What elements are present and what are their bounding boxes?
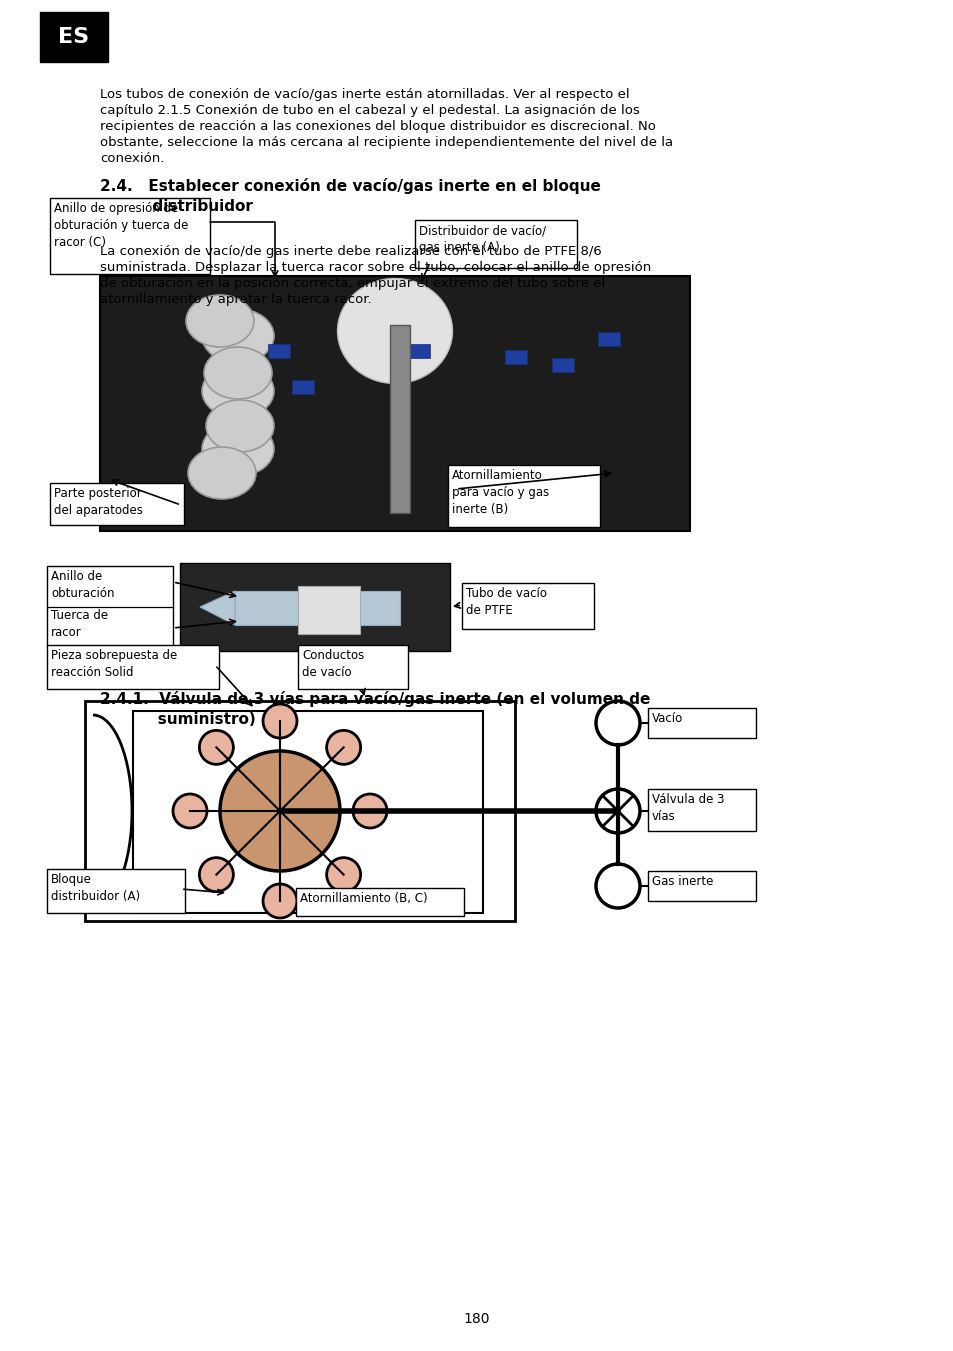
Bar — [295, 888, 463, 916]
Circle shape — [199, 858, 233, 892]
Text: Los tubos de conexión de vacío/gas inerte están atornilladas. Ver al respecto el: Los tubos de conexión de vacío/gas inert… — [100, 88, 629, 101]
Text: Tuerca de
racor: Tuerca de racor — [51, 609, 108, 639]
Circle shape — [596, 865, 639, 908]
Bar — [415, 220, 577, 267]
Text: Parte posterior
del aparatodes: Parte posterior del aparatodes — [54, 486, 143, 517]
Bar — [390, 326, 410, 513]
Bar — [234, 590, 399, 626]
Bar — [598, 332, 619, 346]
Text: obstante, seleccione la más cercana al recipiente independientemente del nivel d: obstante, seleccione la más cercana al r… — [100, 136, 673, 149]
Text: de obturación en la posición correcta, empujar el extremo del tubo sobre el: de obturación en la posición correcta, e… — [100, 277, 604, 290]
Ellipse shape — [337, 278, 452, 384]
Ellipse shape — [202, 422, 274, 476]
Bar — [647, 871, 755, 901]
Ellipse shape — [188, 447, 255, 499]
Text: Válvula de 3
vías: Válvula de 3 vías — [651, 793, 723, 823]
Bar — [50, 199, 210, 274]
Text: Atornillamiento
para vacío y gas
inerte (B): Atornillamiento para vacío y gas inerte … — [452, 469, 549, 516]
Text: Pieza sobrepuesta de
reacción Solid: Pieza sobrepuesta de reacción Solid — [51, 648, 177, 680]
Text: Conductos
de vacío: Conductos de vacío — [302, 648, 364, 680]
Circle shape — [220, 751, 339, 871]
Bar — [47, 644, 219, 689]
Bar — [647, 708, 755, 738]
Text: recipientes de reacción a las conexiones del bloque distribuidor es discrecional: recipientes de reacción a las conexiones… — [100, 120, 656, 132]
Ellipse shape — [202, 309, 274, 363]
Ellipse shape — [186, 295, 253, 347]
Text: Anillo de opresión de
obturación y tuerca de
racor (C): Anillo de opresión de obturación y tuerc… — [54, 203, 188, 249]
Circle shape — [596, 701, 639, 744]
Text: conexión.: conexión. — [100, 153, 164, 165]
Text: Gas inerte: Gas inerte — [651, 875, 713, 888]
Bar — [47, 566, 172, 648]
Bar — [40, 12, 108, 62]
Bar — [47, 869, 185, 913]
Text: 2.4.1.  Válvula de 3 vías para vacío/gas inerte (en el volumen de: 2.4.1. Válvula de 3 vías para vacío/gas … — [100, 690, 650, 707]
Circle shape — [596, 789, 639, 834]
Bar — [297, 644, 408, 689]
Text: 2.4.   Establecer conexión de vacío/gas inerte en el bloque: 2.4. Establecer conexión de vacío/gas in… — [100, 178, 600, 195]
Text: Distribuidor de vacío/
gas inerte (A): Distribuidor de vacío/ gas inerte (A) — [418, 224, 545, 254]
Circle shape — [263, 704, 296, 738]
Text: suministrada. Desplazar la tuerca racor sobre el tubo, colocar el anillo de opre: suministrada. Desplazar la tuerca racor … — [100, 261, 651, 274]
Bar — [297, 586, 359, 634]
Bar — [552, 358, 574, 372]
Circle shape — [326, 858, 360, 892]
Text: Vacío: Vacío — [651, 712, 682, 725]
Text: distribuidor: distribuidor — [100, 199, 253, 213]
Ellipse shape — [204, 347, 272, 399]
Text: Anillo de
obturación: Anillo de obturación — [51, 570, 114, 600]
Text: atornillamiento y apretar la tuerca racor.: atornillamiento y apretar la tuerca raco… — [100, 293, 372, 305]
Ellipse shape — [202, 363, 274, 417]
Bar — [50, 484, 184, 526]
Bar — [132, 711, 482, 913]
Text: ES: ES — [58, 27, 90, 47]
Bar — [504, 350, 526, 363]
Bar — [180, 563, 450, 651]
Text: Tubo de vacío
de PTFE: Tubo de vacío de PTFE — [465, 586, 546, 617]
Polygon shape — [200, 590, 234, 626]
Circle shape — [172, 794, 207, 828]
Circle shape — [326, 731, 360, 765]
Bar — [448, 465, 599, 527]
Bar — [268, 345, 290, 358]
Text: 180: 180 — [463, 1312, 490, 1325]
Bar — [100, 276, 689, 531]
Ellipse shape — [206, 400, 274, 453]
Text: Atornillamiento (B, C): Atornillamiento (B, C) — [299, 892, 427, 905]
Text: suministro): suministro) — [100, 712, 255, 727]
Bar — [461, 584, 594, 630]
Circle shape — [353, 794, 387, 828]
Bar — [408, 345, 430, 358]
Bar — [85, 701, 515, 921]
Text: La conexión de vacío/de gas inerte debe realizarse con el tubo de PTFE 8/6: La conexión de vacío/de gas inerte debe … — [100, 245, 601, 258]
Bar — [647, 789, 755, 831]
Bar — [292, 380, 314, 394]
Text: Bloque
distribuidor (A): Bloque distribuidor (A) — [51, 873, 140, 902]
Text: capítulo 2.1.5 Conexión de tubo en el cabezal y el pedestal. La asignación de lo: capítulo 2.1.5 Conexión de tubo en el ca… — [100, 104, 639, 118]
Circle shape — [263, 884, 296, 917]
Circle shape — [199, 731, 233, 765]
